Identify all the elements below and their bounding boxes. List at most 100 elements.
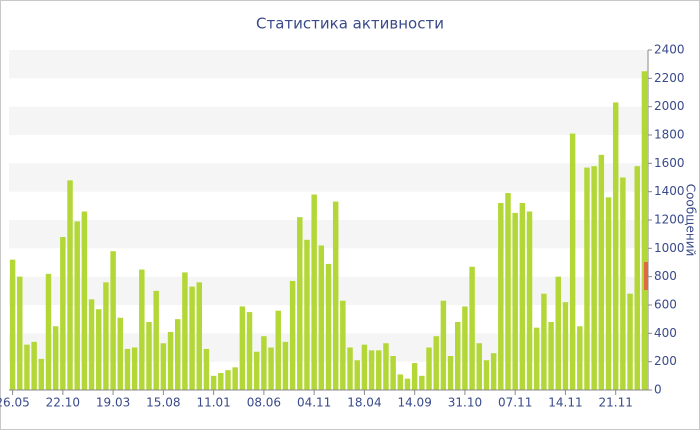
bar (562, 302, 569, 390)
bar (203, 348, 210, 390)
bar (196, 282, 202, 390)
bar (289, 280, 296, 390)
bar (404, 378, 411, 390)
bar (397, 374, 404, 390)
y-tick-label: 1400 (654, 184, 685, 198)
y-tick-label: 600 (654, 298, 677, 312)
bar (483, 360, 490, 390)
bar (627, 293, 633, 390)
bar (182, 272, 188, 390)
bar (383, 343, 389, 390)
y-tick-label: 2400 (654, 43, 685, 57)
grid-band (9, 106, 648, 135)
y-tick-label: 2000 (654, 99, 685, 113)
bar (505, 193, 511, 390)
bar (476, 343, 483, 390)
grid-band (9, 50, 648, 79)
bar (218, 373, 224, 390)
bar (577, 326, 583, 390)
bar (268, 347, 274, 390)
bar (605, 197, 612, 390)
bar (526, 211, 533, 390)
bar (17, 276, 23, 390)
bar (88, 299, 95, 390)
x-tick-label: 18.04 (347, 396, 381, 410)
bar (52, 326, 59, 390)
bar (340, 300, 346, 390)
bar (124, 348, 131, 390)
bar (634, 166, 640, 390)
y-tick-label: 400 (654, 326, 677, 340)
bar (167, 331, 174, 390)
bar (490, 353, 497, 390)
bar (419, 375, 425, 390)
bar (411, 363, 418, 390)
bar (81, 211, 88, 390)
bar (541, 293, 547, 390)
grid-band (9, 163, 648, 192)
bar (9, 259, 16, 390)
y-tick-label: 1600 (654, 156, 685, 170)
y-axis-label: Сообщений (684, 184, 698, 257)
bar (31, 341, 37, 390)
bar (533, 327, 540, 390)
bar (246, 312, 253, 390)
x-tick-label: 04.11 (297, 396, 331, 410)
bar (239, 306, 246, 390)
bar (325, 263, 332, 390)
bar (297, 217, 303, 390)
bar (275, 310, 281, 390)
bar (139, 269, 145, 390)
grid-band (9, 220, 648, 249)
bar (426, 347, 432, 390)
bar (598, 154, 605, 390)
bar (332, 201, 339, 390)
x-tick-label: 19.03 (96, 396, 130, 410)
y-tick-label: 1800 (654, 128, 685, 142)
bar (462, 306, 468, 390)
bar (569, 133, 576, 391)
bar (318, 245, 325, 390)
x-tick-label: 14.09 (397, 396, 431, 410)
bar (253, 351, 260, 390)
bar (584, 167, 590, 390)
y-tick-label: 200 (654, 354, 677, 368)
x-tick-label: 14.11 (548, 396, 582, 410)
bar (96, 309, 102, 390)
bar (347, 347, 353, 390)
x-tick-label: 07.11 (498, 396, 532, 410)
bar (225, 370, 231, 390)
bar (447, 356, 454, 390)
y-tick-label: 1000 (654, 241, 685, 255)
bar (174, 319, 181, 390)
bar (641, 71, 648, 390)
x-tick-label: 08.06 (247, 396, 281, 410)
bar (620, 177, 626, 390)
x-tick-label: 22.10 (46, 396, 80, 410)
bar (390, 356, 396, 390)
x-tick-label: 21.11 (599, 396, 633, 410)
x-tick-label: 26.05 (0, 396, 30, 410)
bar (210, 375, 217, 390)
bar (304, 239, 310, 390)
scroll-handle (644, 262, 648, 290)
bar (45, 273, 52, 390)
bar (519, 203, 526, 390)
y-tick-label: 800 (654, 269, 677, 283)
bar (512, 212, 518, 390)
bar (38, 358, 45, 390)
y-tick-label: 2200 (654, 71, 685, 85)
bar (117, 317, 124, 390)
bar (376, 350, 382, 390)
x-tick-label: 15.08 (146, 396, 180, 410)
bar (354, 360, 360, 390)
x-tick-label: 31.10 (448, 396, 482, 410)
bar (612, 102, 619, 391)
bar (189, 286, 195, 390)
bar (361, 344, 368, 390)
bar (60, 237, 66, 390)
bar (261, 336, 267, 390)
bar (24, 344, 30, 390)
bar (455, 322, 461, 390)
